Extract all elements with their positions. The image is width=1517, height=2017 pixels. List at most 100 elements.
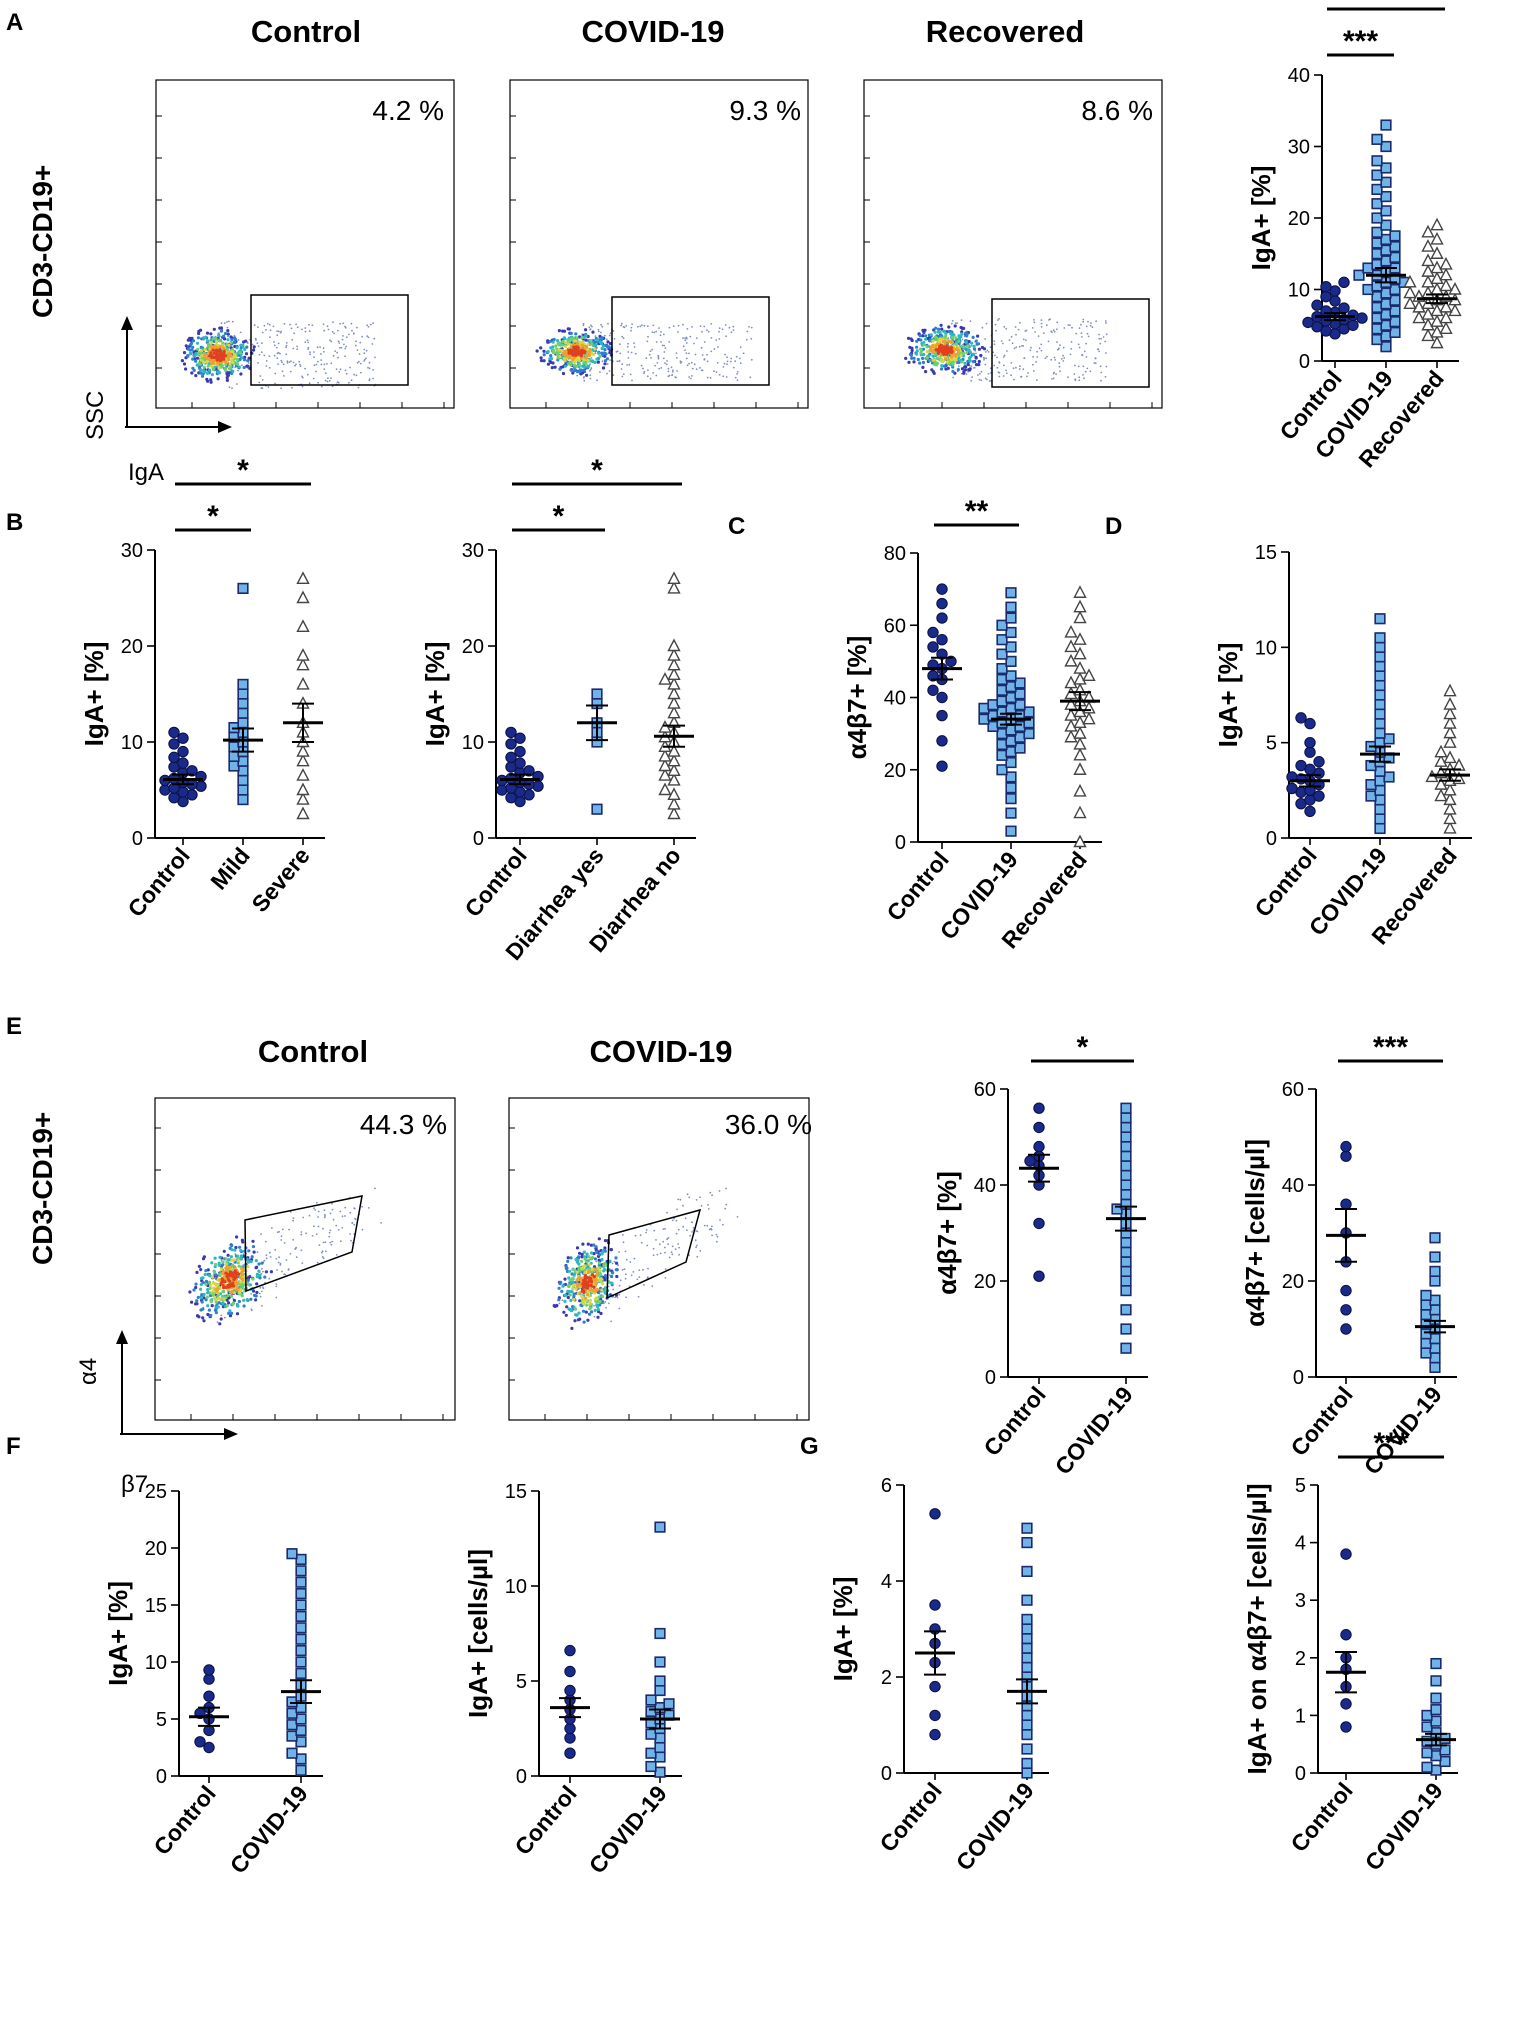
- flow-event: [256, 1251, 259, 1254]
- flow-event: [316, 346, 319, 349]
- flow-event: [596, 360, 600, 364]
- flow-event: [724, 324, 727, 326]
- flow-event: [919, 338, 923, 342]
- flow-event: [1056, 341, 1058, 343]
- flow-event: [581, 1296, 585, 1300]
- flow-event: [372, 322, 374, 325]
- flow-event: [749, 376, 752, 379]
- flow-event: [380, 1222, 382, 1224]
- flow-event: [600, 331, 602, 334]
- flow-event: [642, 367, 644, 370]
- y-tick-label: 5: [1266, 733, 1277, 755]
- flow-event: [294, 364, 296, 367]
- data-point: [286, 1696, 298, 1708]
- flow-event: [750, 337, 753, 340]
- flow-event: [957, 339, 961, 343]
- flow-event: [242, 365, 246, 370]
- flow-event: [970, 341, 974, 345]
- flow-event: [259, 375, 262, 377]
- flow-event: [1032, 355, 1034, 358]
- flow-event: [222, 334, 226, 338]
- flow-event: [695, 1230, 698, 1232]
- data-point: [936, 612, 948, 624]
- flow-event: [977, 359, 981, 364]
- flow-event: [600, 351, 604, 355]
- data-point: [1304, 805, 1316, 818]
- flow-event: [222, 1297, 226, 1301]
- flow-event: [725, 335, 727, 338]
- flow-event: [323, 329, 326, 332]
- series-recovered: [1060, 585, 1100, 848]
- flow-event: [736, 373, 738, 375]
- flow-event: [1049, 318, 1051, 321]
- flow-event: [655, 341, 658, 343]
- flow-event: [262, 1287, 265, 1290]
- flow-event: [657, 356, 660, 359]
- y-axis-label: IgA+ [%]: [1213, 643, 1243, 748]
- flow-event: [581, 1242, 585, 1246]
- y-tick-label: 10: [1288, 280, 1310, 302]
- flow-event: [337, 340, 340, 343]
- flow-event: [609, 359, 611, 361]
- data-point: [645, 1705, 657, 1717]
- flow-event: [1051, 378, 1053, 380]
- series-covid-19: [1106, 1102, 1146, 1354]
- flow-event: [269, 336, 271, 339]
- flow-event: [217, 333, 221, 338]
- flow-event: [596, 379, 598, 382]
- data-point: [505, 738, 517, 750]
- flow-event: [910, 356, 914, 360]
- flow-event: [254, 1294, 258, 1298]
- flow-event: [618, 1293, 621, 1296]
- flow-event: [239, 1254, 243, 1258]
- flow-event: [561, 1299, 564, 1302]
- flow-event: [1078, 379, 1081, 382]
- flow-event: [691, 1231, 693, 1233]
- flow-event: [590, 1310, 594, 1314]
- flow-event: [574, 368, 578, 372]
- flow-event: [1095, 320, 1097, 323]
- flow-event: [205, 353, 209, 357]
- flow-axis-arrows-e: [116, 1330, 238, 1440]
- flow-event: [258, 381, 261, 384]
- y-tick-label: 30: [462, 540, 484, 562]
- flow-event: [359, 362, 362, 365]
- flow-event: [600, 346, 604, 351]
- flow-event: [560, 1289, 564, 1293]
- flow-event: [646, 1244, 649, 1247]
- flow-event: [1091, 326, 1094, 329]
- flow-event: [1017, 328, 1020, 331]
- y-tick-label: 10: [1255, 637, 1277, 659]
- flow-event: [273, 341, 275, 343]
- flow-event: [721, 328, 724, 331]
- flow-event: [305, 1232, 307, 1235]
- data-point: [1120, 1275, 1132, 1287]
- flow-event: [197, 1264, 201, 1268]
- flow-event: [300, 1249, 303, 1252]
- flow-event: [561, 339, 565, 343]
- flow-percent-covid-e: 36.0 %: [725, 1109, 812, 1140]
- flow-event: [589, 369, 591, 372]
- flow-event: [296, 345, 298, 348]
- data-point: [286, 1730, 298, 1742]
- flow-event: [235, 357, 239, 361]
- flow-event: [572, 345, 576, 349]
- data-point: [1380, 298, 1392, 310]
- flow-event: [323, 368, 326, 370]
- flow-event: [699, 1196, 701, 1199]
- data-point: [1021, 1633, 1033, 1645]
- data-point: [667, 648, 681, 661]
- flow-event: [713, 348, 716, 350]
- flow-event: [600, 1294, 605, 1299]
- flow-event: [605, 357, 610, 361]
- flow-event: [208, 368, 212, 372]
- flow-event: [710, 350, 713, 353]
- flow-event: [345, 336, 348, 338]
- flow-event: [239, 372, 243, 376]
- flow-event: [268, 1251, 271, 1254]
- flow-event: [660, 331, 662, 333]
- flow-event: [315, 1233, 318, 1235]
- flow-event: [312, 377, 315, 380]
- flow-event: [276, 357, 279, 360]
